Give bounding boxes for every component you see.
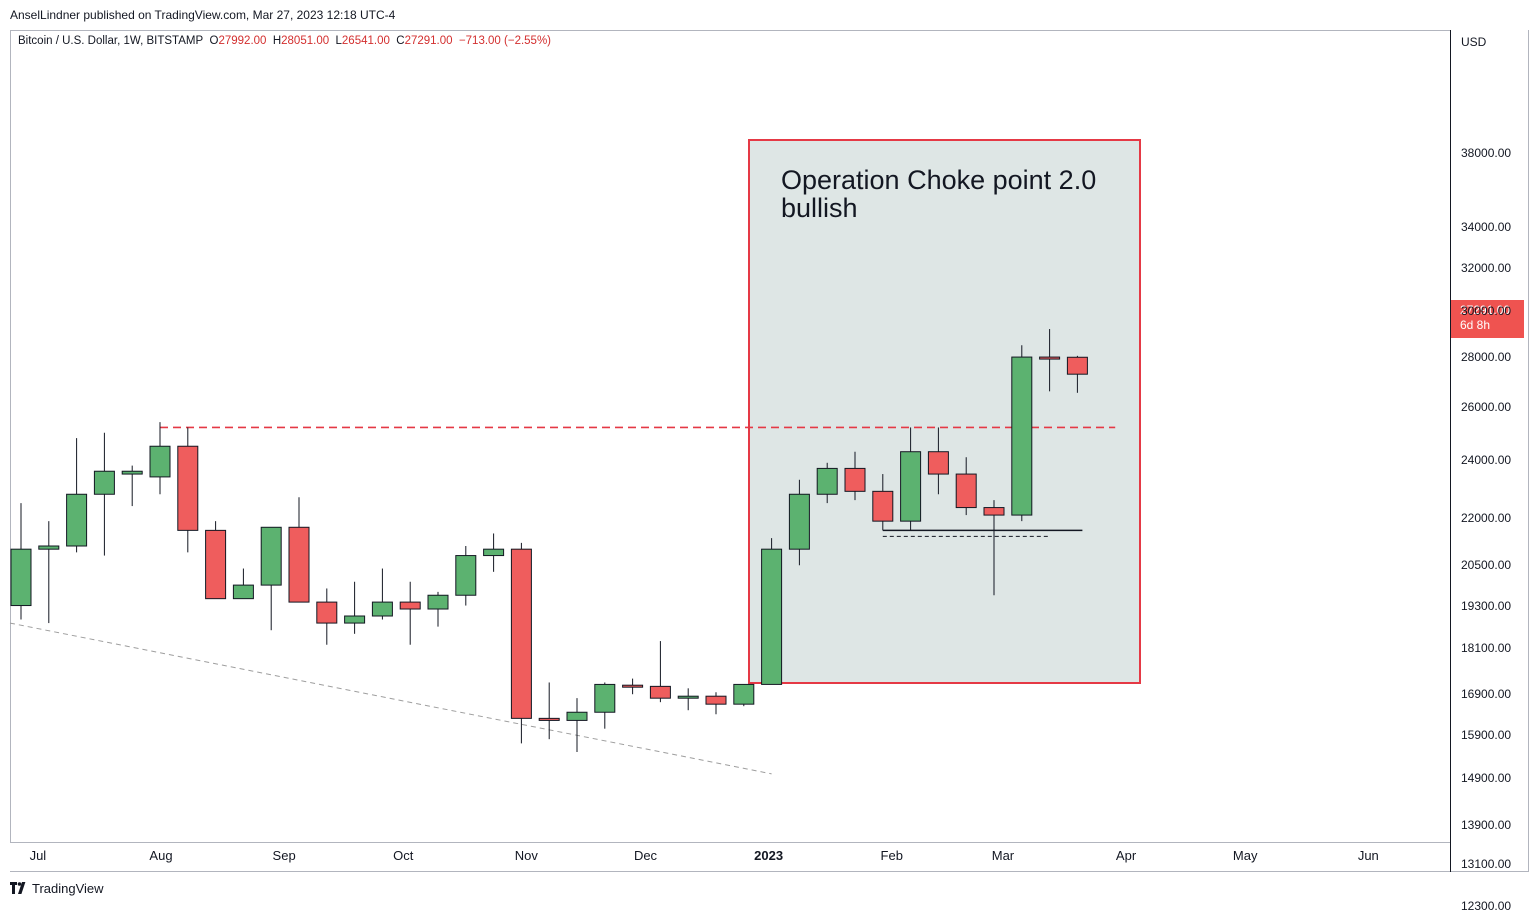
candle-body-up [344,615,366,624]
y-tick-label: 38000.00 [1461,146,1512,161]
y-tick-label: 26000.00 [1461,399,1512,414]
y-tick-label: 14900.00 [1461,771,1512,786]
candle-body-down [510,548,532,719]
symbol-name: Bitcoin / U.S. Dollar, 1W, BITSTAMP [18,35,204,47]
high-label: H [272,35,282,47]
x-tick-label: Oct [393,848,414,863]
candle-body-down [983,507,1005,516]
candle-body-down [844,467,866,492]
candle-body-down [177,445,199,531]
candle-body-up [232,584,254,600]
low-value: 26541.00 [341,35,390,47]
candle-body-down [1066,356,1088,375]
high-value: 28051.00 [281,35,330,47]
bar-countdown: 6d 8h [1460,318,1491,332]
x-tick-label: Nov [514,848,538,863]
annotation-text[interactable]: Operation Choke point 2.0 bullish [781,166,1096,222]
y-tick-label: 19300.00 [1461,598,1512,613]
candle-body-up [761,548,783,685]
candle-body-down [622,684,644,688]
candle-body-down [288,526,310,603]
close-value: 27291.00 [404,35,453,47]
y-tick-label: 16900.00 [1461,687,1512,702]
candle-body-down [927,451,949,475]
y-tick-label: 13900.00 [1461,817,1512,832]
candle-body-up [733,683,755,705]
annotation-line-2: bullish [781,193,858,223]
bottom-border [10,871,1528,872]
brand-name: TradingView [32,881,104,896]
x-tick-label: May [1232,848,1258,863]
y-tick-label: 32000.00 [1461,260,1512,275]
candle-body-up [93,470,115,495]
candle-body-up [149,445,171,478]
candle-body-up [566,711,588,721]
y-tick-label: 22000.00 [1461,511,1512,526]
candle-body-up [371,601,393,617]
y-tick-label: 20500.00 [1461,558,1512,573]
candle-body-up [66,493,88,547]
candle-body-down [1039,356,1061,360]
y-tick-label: 18100.00 [1461,641,1512,656]
open-label: O [209,35,219,47]
candle-body-down [205,529,227,600]
last-price-tag: 27291.00 6d 8h [1451,300,1524,338]
candle-body-down [649,685,671,699]
candle-body-up [1011,356,1033,516]
x-tick-label: Feb [880,848,903,863]
x-tick-label: Aug [149,848,173,863]
candle-body-up [816,467,838,495]
candle-body-up [38,545,60,550]
y-tick-label: 30000.00 [1461,303,1512,318]
tradingview-brand[interactable]: TradingView [10,881,104,896]
trendline [9,622,772,775]
x-tick-label: Jun [1357,848,1379,863]
publisher-line: AnselLindner published on TradingView.co… [10,8,396,22]
tradingview-logo-icon [10,882,26,894]
candle-body-up [455,555,477,596]
y-tick-label: 34000.00 [1461,220,1512,235]
symbol-legend[interactable]: Bitcoin / U.S. Dollar, 1W, BITSTAMP O279… [18,35,551,47]
candle-body-down [538,717,560,721]
price-axis-divider[interactable] [1450,30,1451,872]
x-tick-label: Jul [29,848,47,863]
y-tick-label: 15900.00 [1461,727,1512,742]
candle-body-down [316,601,338,624]
candle-body-down [955,473,977,509]
y-tick-label: 24000.00 [1461,453,1512,467]
candle-body-up [677,695,699,699]
annotation-highlight-box[interactable] [748,139,1141,684]
low-label: L [335,35,342,47]
candle-body-down [399,601,421,610]
candle-body-up [900,451,922,522]
close-label: C [396,35,405,47]
candle-body-up [483,548,505,557]
candle-body-up [10,548,32,607]
x-tick-label: Apr [1115,848,1137,863]
x-tick-label: Dec [633,848,658,863]
y-tick-label: 28000.00 [1461,350,1512,365]
candle-body-up [121,470,143,475]
annotation-line-1: Operation Choke point 2.0 [781,165,1097,195]
candle-body-up [427,594,449,610]
last-price: 27291.00 [1460,303,1511,317]
candle-body-down [705,695,727,705]
open-value: 27992.00 [218,35,267,47]
x-tick-label: Sep [272,848,296,863]
candle-body-up [594,683,616,713]
candle-body-down [872,490,894,522]
y-tick-label: 13100.00 [1461,857,1512,872]
x-tick-label: Mar [991,848,1015,863]
candle-body-up [788,493,810,550]
right-border [1528,30,1529,872]
x-tick-label: 2023 [754,848,784,863]
candle-body-up [260,526,282,586]
y-tick-label: 12300.00 [1461,899,1512,913]
currency-label[interactable]: USD [1461,35,1487,49]
change-value: −713.00 (−2.55%) [458,35,552,47]
